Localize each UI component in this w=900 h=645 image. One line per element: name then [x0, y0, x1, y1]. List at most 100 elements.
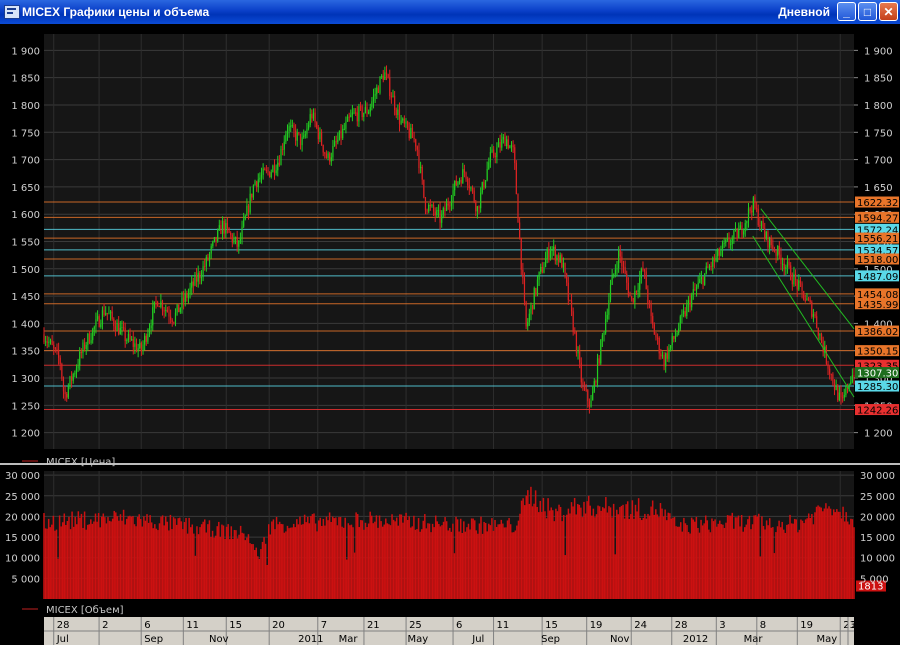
candle-body — [806, 298, 808, 301]
close-button[interactable]: ✕ — [879, 2, 898, 21]
candle-body — [549, 250, 552, 258]
candle-body — [768, 237, 771, 248]
volume-bar — [625, 504, 627, 599]
candle-body — [270, 172, 272, 178]
candle-body — [661, 355, 664, 357]
volume-bar — [55, 529, 58, 599]
candle-body — [283, 141, 285, 150]
volume-bar — [86, 524, 89, 599]
volume-bar — [157, 530, 159, 599]
volume-bar — [316, 531, 318, 599]
volume-bar — [424, 514, 426, 599]
volume-bar — [143, 516, 145, 599]
volume-bar — [779, 527, 782, 599]
candle-body — [757, 209, 759, 226]
volume-bar — [374, 521, 376, 599]
volume-bar — [414, 529, 417, 599]
candle-body — [515, 162, 517, 195]
candle-body — [296, 132, 298, 141]
candle-body — [66, 394, 68, 398]
volume-bar — [399, 514, 401, 599]
period-label[interactable]: Дневной — [778, 5, 830, 19]
volume-bar — [305, 522, 307, 599]
volume-bar — [536, 506, 538, 599]
volume-bar — [639, 517, 641, 599]
time-month-label: Mar — [339, 634, 359, 645]
volume-bar — [758, 513, 760, 599]
candle-body — [316, 122, 318, 128]
candle-body — [504, 136, 506, 147]
volume-bar — [634, 504, 637, 599]
candle-body — [733, 230, 735, 238]
volume-bar — [842, 506, 844, 599]
volume-bar — [712, 521, 715, 599]
volume-bar — [606, 512, 609, 599]
volume-bar — [750, 529, 752, 599]
volume-bar — [239, 525, 242, 599]
volume-bar — [427, 523, 429, 599]
level-tag — [855, 232, 899, 244]
minimize-button[interactable]: _ — [837, 2, 856, 21]
candle-body — [835, 385, 837, 391]
volume-bar — [129, 515, 131, 599]
candle-body — [851, 375, 853, 382]
candle-body — [93, 326, 95, 329]
window-titlebar[interactable]: MICEX Графики цены и объема Дневной _ □ … — [0, 0, 900, 24]
volume-bar — [331, 516, 334, 599]
volume-bar — [483, 521, 485, 599]
volume-bar — [811, 514, 813, 599]
candle-body — [756, 208, 758, 210]
volume-bar — [241, 532, 243, 599]
volume-bar — [283, 532, 286, 599]
candle-body — [546, 248, 548, 259]
volume-bar — [762, 525, 765, 599]
candle-body — [61, 363, 63, 379]
volume-bar — [292, 523, 295, 599]
candle-body — [457, 181, 459, 186]
candle-body — [230, 232, 232, 235]
volume-bar — [722, 524, 724, 599]
volume-bar — [628, 519, 631, 599]
volume-tick-right: 20 000 — [860, 512, 895, 523]
candle-body — [697, 282, 699, 288]
candle-body — [640, 268, 642, 279]
maximize-button[interactable]: □ — [858, 2, 877, 21]
volume-bar — [330, 521, 332, 599]
volume-bar — [400, 514, 403, 599]
candle-body — [590, 400, 592, 407]
candle-body — [293, 125, 295, 131]
chart-area[interactable]: 1 200 1 250 1 300 1 350 1 400 1 450 1 500 1 550… — [0, 24, 900, 645]
level-label: 1242.26 — [857, 406, 898, 417]
volume-bar — [823, 508, 826, 599]
volume-bar — [58, 515, 61, 599]
volume-bar — [509, 524, 512, 599]
candle-body — [394, 95, 396, 110]
volume-bar — [113, 510, 115, 599]
volume-bar — [725, 522, 727, 599]
volume-bar — [349, 525, 351, 599]
volume-bar — [44, 528, 47, 599]
candle-body — [402, 118, 404, 121]
volume-bar — [466, 527, 468, 599]
volume-bar — [350, 524, 353, 599]
candle-body — [82, 342, 84, 354]
volume-bar — [325, 516, 328, 599]
volume-bar — [744, 527, 746, 599]
volume-bar — [439, 526, 442, 599]
candle-body — [634, 290, 636, 303]
candle-body — [311, 114, 313, 119]
support-resistance-levels — [44, 201, 854, 411]
candle-body — [256, 181, 258, 188]
candle-body — [713, 257, 716, 262]
candle-body — [390, 96, 392, 98]
volume-bar — [449, 527, 451, 599]
volume-bar — [837, 511, 840, 599]
volume-bar — [135, 526, 137, 599]
candle-body — [721, 243, 724, 252]
price-tick-left: 1 200 — [11, 429, 40, 440]
price-tick-right: 1 750 — [864, 128, 893, 139]
volume-bar — [441, 525, 443, 599]
volume-panel[interactable] — [44, 471, 854, 599]
volume-bar — [500, 519, 503, 599]
time-day-label: 6 — [456, 620, 462, 631]
